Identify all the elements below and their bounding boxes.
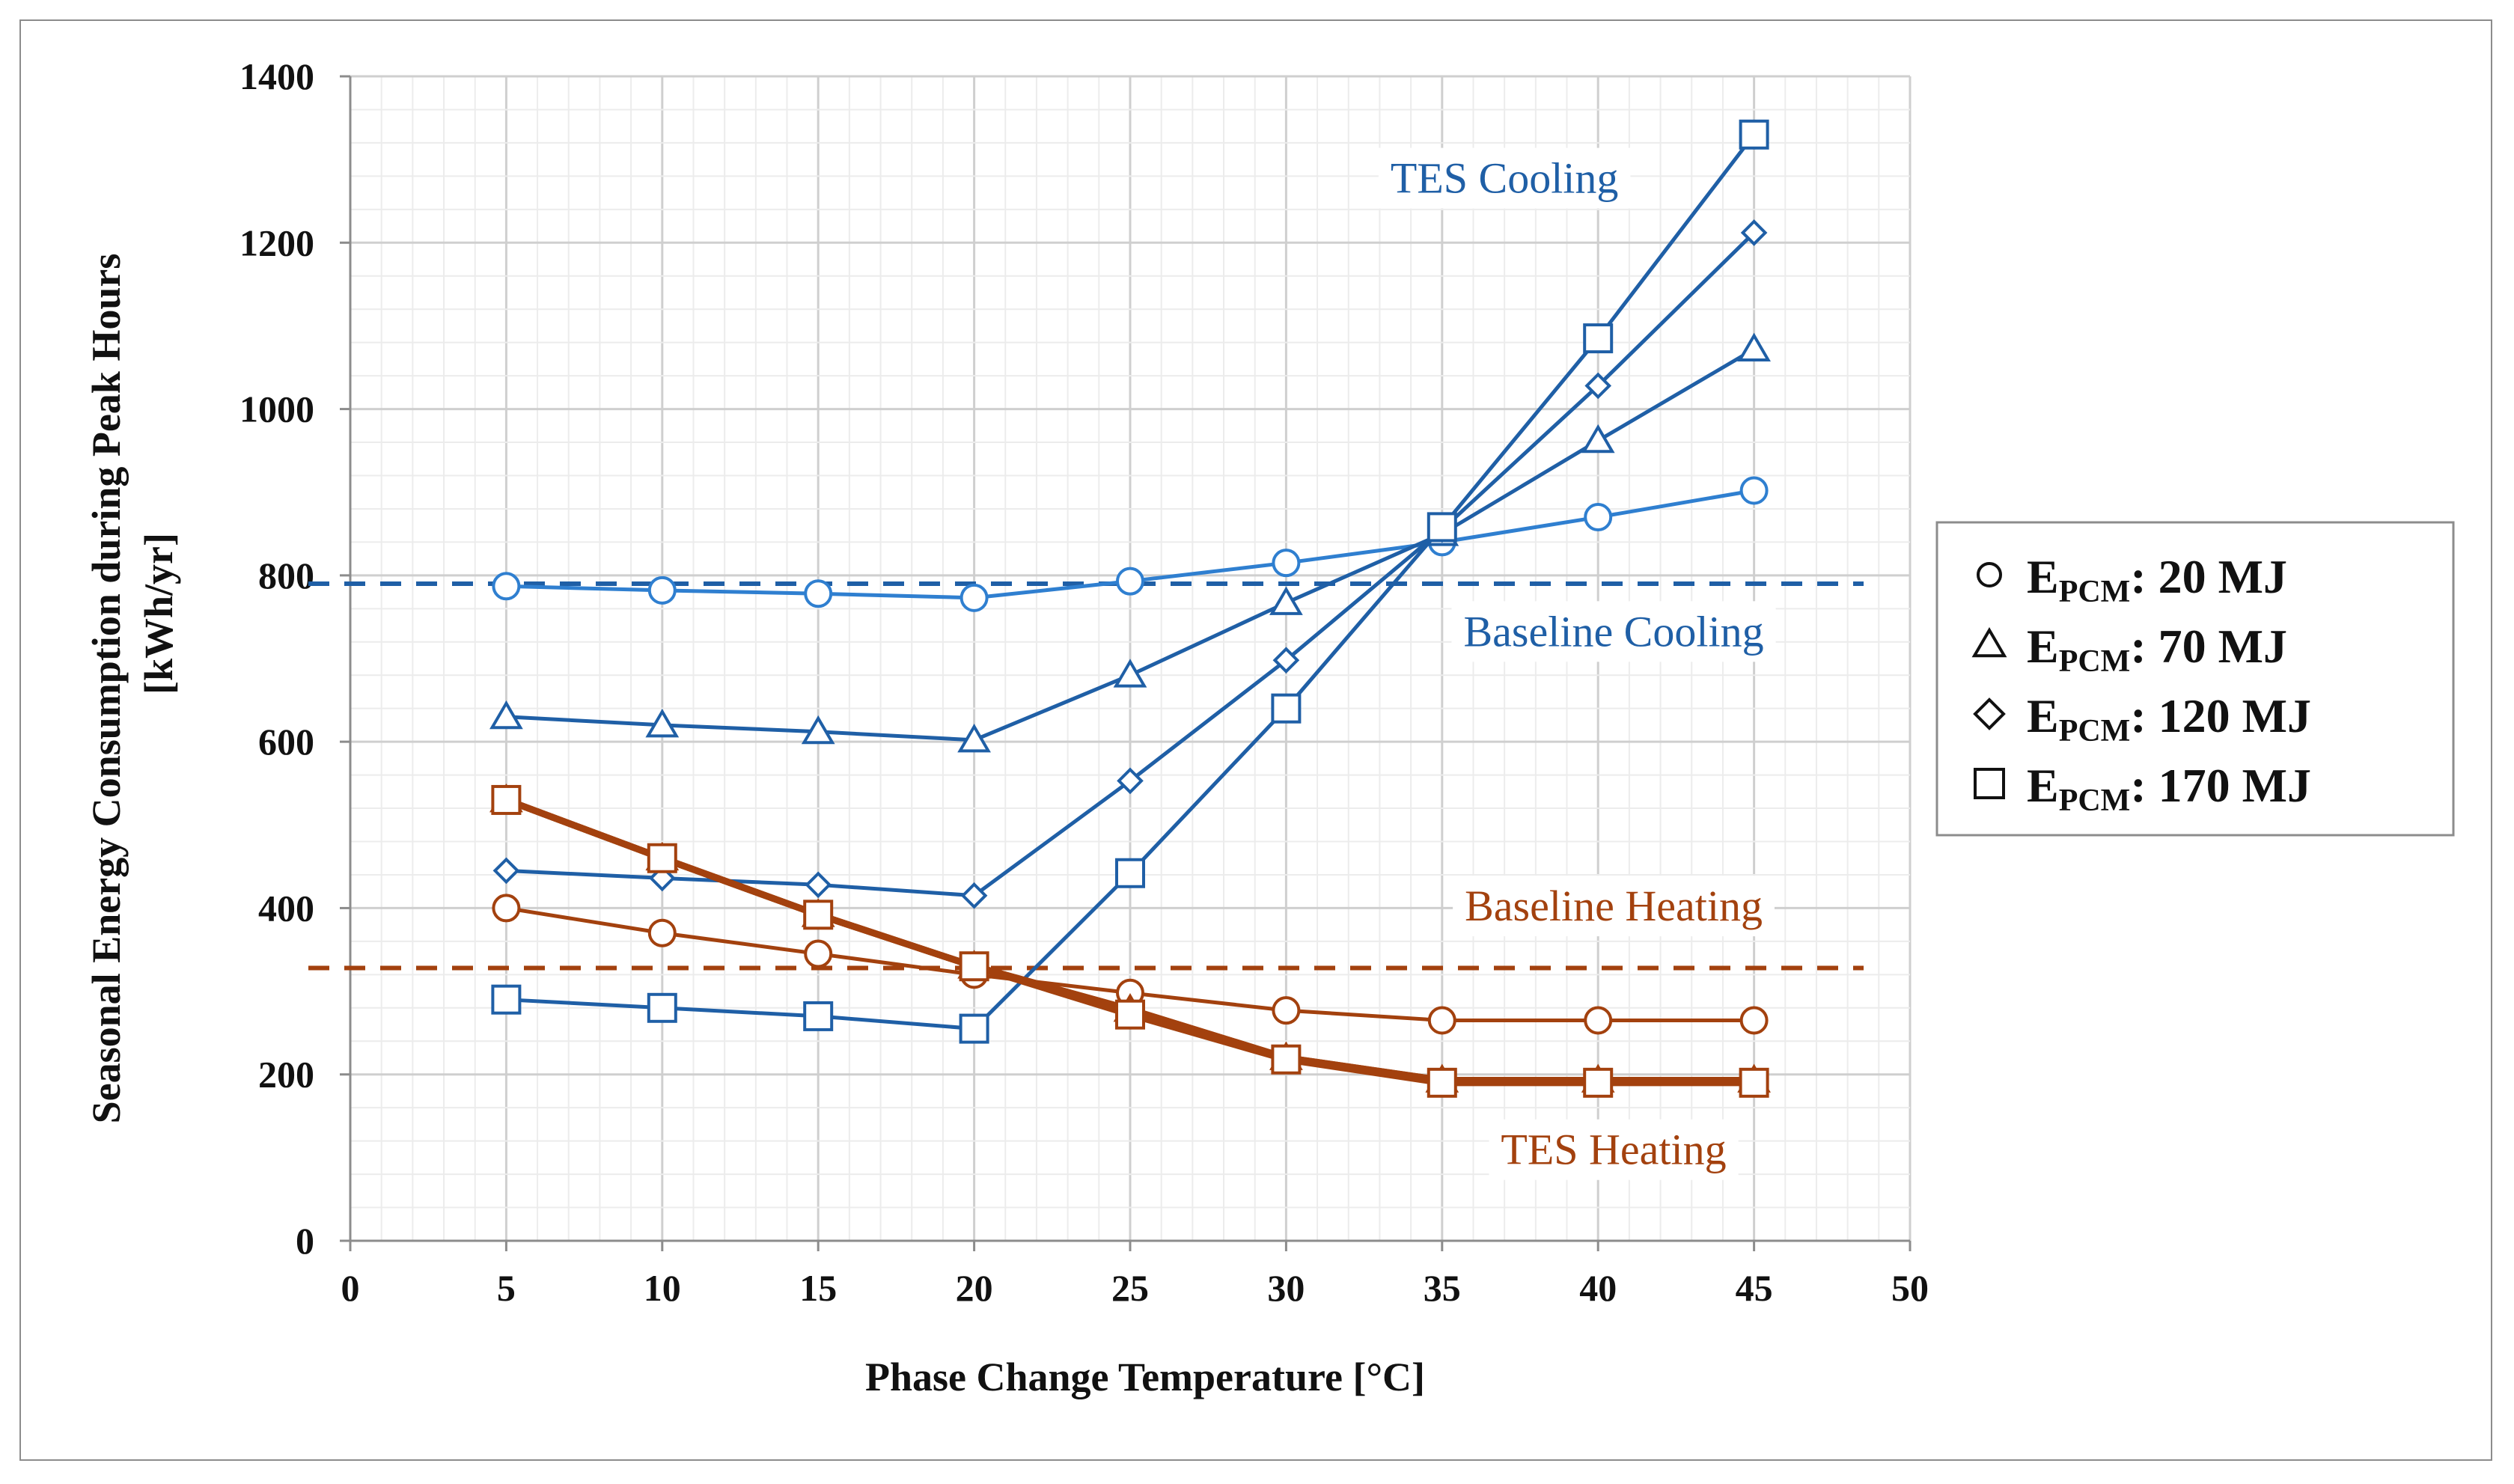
data-point-circle [959,583,989,612]
annotation-label: Baseline Heating [1465,882,1763,930]
legend-marker-circle [1977,562,2002,587]
x-tick-label: 45 [1736,1267,1773,1309]
data-point-square [1739,1067,1769,1098]
x-tick-label: 50 [1891,1267,1929,1309]
data-point-square [1115,858,1145,888]
y-tick-label: 0 [296,1220,314,1262]
data-point-circle [647,918,677,947]
data-point-diamond [805,871,832,899]
data-point-circle [492,572,521,601]
data-point-square [491,984,522,1015]
series [489,119,1771,1098]
series-cooling-circle [492,476,1769,612]
annotation-background [1489,1119,1739,1180]
annotation-label: Baseline Cooling [1463,607,1763,656]
x-tick-label: 30 [1267,1267,1305,1309]
legend-box [1935,521,2455,837]
x-tick-label: 35 [1424,1267,1461,1309]
y-tick-label: 600 [258,721,314,763]
x-tick-label: 40 [1579,1267,1617,1309]
data-point-square [1583,323,1614,354]
data-point-square [803,1001,834,1031]
data-point-square [803,900,834,930]
data-point-triangle [1737,332,1771,361]
y-tick-label: 800 [258,555,314,596]
data-point-square [1583,1067,1614,1098]
annotation-label: TES Heating [1501,1126,1726,1174]
data-point-circle [1116,567,1144,596]
data-point-square [1739,119,1769,150]
legend-entry-label: EPCM: 170 MJ [2027,759,2311,818]
x-axis-title: Phase Change Temperature [°C] [865,1355,1425,1399]
data-point-triangle [1269,586,1303,615]
data-point-square [647,992,677,1023]
y-tick-label: 1200 [239,222,314,263]
data-point-diamond [1584,372,1612,400]
annotation-label: TES Cooling [1391,154,1619,203]
data-point-square [1427,512,1457,543]
data-point-triangle [801,715,835,745]
data-point-circle [1584,503,1613,532]
annotations: TES Cooling Baseline Cooling Baseline Heat… [1378,147,1776,1180]
data-point-square [1427,1067,1457,1098]
data-point-square [1115,999,1145,1030]
data-point-circle [1272,996,1301,1025]
series-cooling-triangle [489,332,1771,753]
series-heating-square [491,784,1769,1098]
legend-entry-label: EPCM: 20 MJ [2027,550,2287,609]
y-tick-label: 1400 [239,55,314,97]
data-point-triangle [957,723,991,753]
y-axis-title-units: [kWh/yr] [136,533,181,694]
data-point-square [959,1013,989,1044]
data-point-triangle [489,700,523,730]
data-point-square [1271,693,1302,724]
data-point-diamond [1117,767,1144,795]
legend: EPCM: 20 MJ EPCM: 70 MJ EPCM: 120 MJ EPCM: … [1935,521,2455,837]
data-point-triangle [1581,424,1615,454]
baselines [308,581,1864,971]
legend-entry-label: EPCM: 120 MJ [2027,689,2311,748]
data-point-diamond [1740,219,1768,246]
data-point-circle [1427,1006,1456,1035]
legend-entry-label: EPCM: 70 MJ [2027,620,2287,679]
data-point-circle [804,579,833,608]
y-tick-label: 400 [258,887,314,929]
axes: 0 5 10 15 20 25 30 35 40 45 50 0 200 400 600 800 1000 120… [84,55,1929,1399]
data-point-circle [1739,476,1769,505]
data-point-triangle [645,708,680,738]
data-point-square [491,784,522,815]
x-tick-label: 20 [956,1267,993,1309]
legend-marker-diamond [1973,697,2006,730]
x-tick-label: 25 [1111,1267,1149,1309]
y-tick-label: 200 [258,1054,314,1096]
data-point-circle [1739,1006,1769,1035]
data-point-circle [1584,1006,1613,1035]
data-point-circle [804,939,833,968]
x-tick-label: 0 [341,1267,360,1309]
annotation-background [1378,147,1631,209]
series-cooling-square [491,119,1769,1044]
annotation-background [1453,876,1775,937]
data-point-square [647,843,677,873]
legend-marker-square [1974,768,2005,799]
legend-marker-triangle [1971,627,2007,658]
annotation-background [1451,601,1776,662]
data-point-diamond [960,882,988,909]
data-point-circle [1272,549,1301,578]
y-tick-label: 1000 [239,388,314,430]
data-point-square [1271,1044,1302,1075]
y-axis-title: Seasonal Energy Consumption during Peak … [84,254,129,1124]
data-point-square [959,951,989,982]
x-tick-label: 10 [644,1267,681,1309]
series-heating-circle [492,894,1769,1035]
data-point-circle [492,894,521,923]
data-point-triangle [1113,659,1147,688]
x-tick-label: 15 [799,1267,837,1309]
x-tick-label: 5 [497,1267,516,1309]
data-point-circle [647,575,677,605]
data-point-diamond [1272,647,1300,674]
data-point-diamond [492,857,520,885]
